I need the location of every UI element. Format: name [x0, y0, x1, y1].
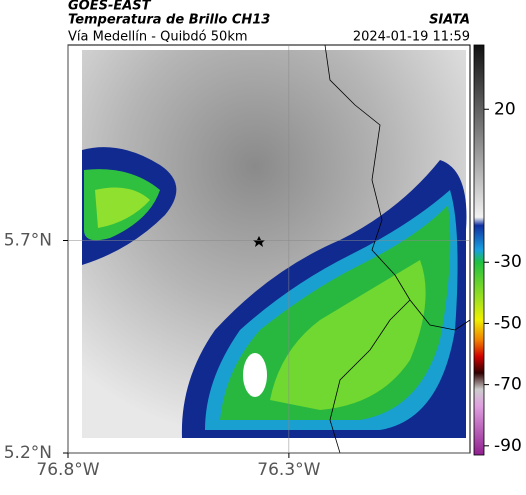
border: [324, 44, 471, 331]
imagery: [67, 44, 471, 454]
datetime: 2024-01-19 11:59: [353, 30, 470, 45]
source: GOES-EAST: [68, 0, 152, 14]
cloud-gap: [243, 353, 267, 397]
colorbar-label: 20: [494, 99, 516, 119]
x-tick-label: 76.3°W: [257, 460, 320, 480]
title: Temperatura de Brillo CH13: [68, 13, 270, 28]
cloud-core: [95, 187, 150, 228]
subtitle: Vía Medellín - Quibdó 50km: [68, 30, 248, 45]
city-marker: [253, 236, 265, 247]
y-tick-label: 5.7°N: [4, 231, 52, 251]
y-tick-label: 5.2°N: [4, 443, 52, 463]
colorbar-label: -90: [494, 436, 522, 456]
border: [329, 299, 411, 454]
agency: SIATA: [429, 13, 470, 28]
cloud-core: [270, 260, 426, 410]
colorbar-label: -70: [494, 375, 522, 395]
x-tick-label: 76.8°W: [36, 460, 99, 480]
colorbar-label: -50: [494, 313, 522, 333]
grid: [67, 45, 470, 454]
colorbar: [473, 44, 485, 456]
colorbar-label: -30: [494, 252, 522, 272]
